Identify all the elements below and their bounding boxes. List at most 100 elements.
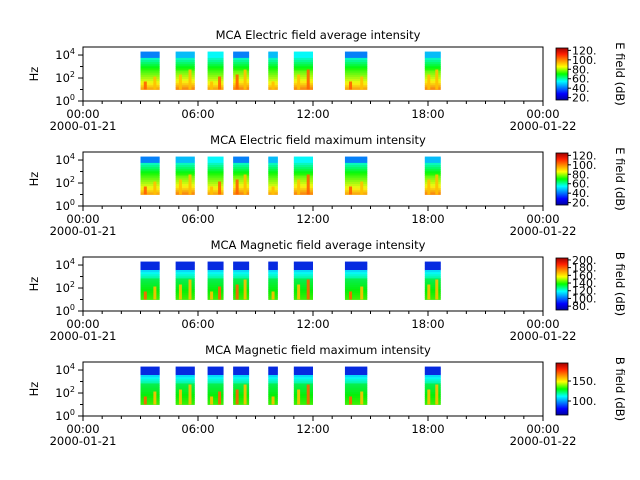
- spectrum-cell: [140, 280, 160, 284]
- spectrum-cell: [424, 398, 441, 401]
- spectrum-cell: [233, 188, 250, 191]
- data-block: [424, 156, 441, 195]
- spectrum-cell: [233, 276, 250, 279]
- spectrum-cell: [140, 263, 160, 267]
- spectrum-cell: [207, 85, 224, 88]
- spectrum-cell: [175, 385, 195, 389]
- spectrum-cell: [140, 274, 160, 277]
- spectrum-cell: [424, 387, 441, 391]
- spectrum-cell: [424, 53, 441, 57]
- spectrum-cell: [268, 385, 278, 389]
- y-tick-label: 100: [55, 303, 75, 318]
- spectrum-cell: [268, 70, 278, 74]
- spectrum-cell: [293, 87, 313, 90]
- spectrum-cell: [233, 368, 250, 372]
- panel-title: MCA Magnetic field maximum intensity: [205, 343, 431, 357]
- spectrum-cell: [175, 288, 195, 292]
- spectrum-cell: [344, 74, 368, 78]
- spectrum-cell: [344, 261, 368, 265]
- spectrum-cell: [424, 60, 441, 63]
- spectrum-cell: [424, 265, 441, 269]
- spectrum-cell: [233, 62, 250, 65]
- y-axis-label: Hz: [27, 382, 41, 397]
- spectrum-streak: [178, 284, 182, 300]
- spectrum-cell: [140, 393, 160, 397]
- spectrum-cell: [207, 368, 224, 372]
- spectrum-cell: [207, 72, 224, 76]
- spectrum-cell: [207, 295, 224, 298]
- spectrum-cell: [424, 372, 441, 376]
- x-tick-label: 12:00: [296, 212, 329, 226]
- spectrum-cell: [175, 379, 195, 382]
- spectrum-cell: [140, 179, 160, 183]
- y-tick-label: 104: [55, 152, 75, 167]
- spectrum-cell: [140, 370, 160, 374]
- y-axis-label: Hz: [27, 67, 41, 82]
- spectrum-cell: [344, 282, 368, 286]
- spectrum-cell: [175, 60, 195, 63]
- spectrum-cell: [268, 387, 278, 391]
- spectrum-cell: [140, 51, 160, 55]
- spectrum-cell: [344, 70, 368, 74]
- spectrum-cell: [207, 76, 224, 80]
- spectrum-cell: [293, 366, 313, 370]
- spectrum-cell: [344, 385, 368, 389]
- spectrum-streak: [210, 396, 214, 405]
- spectrum-cell: [424, 173, 441, 176]
- spectrum-cell: [344, 393, 368, 397]
- spectrum-cell: [344, 175, 368, 179]
- spectrum-cell: [293, 160, 313, 164]
- spectrum-cell: [344, 286, 368, 290]
- spectrum-cell: [233, 391, 250, 395]
- spectrum-cell: [268, 265, 278, 269]
- spectrum-cell: [140, 389, 160, 393]
- spectrum-cell: [344, 76, 368, 80]
- spectrum-cell: [175, 389, 195, 393]
- spectrum-cell: [268, 66, 278, 69]
- data-block: [207, 261, 224, 300]
- spectrum-streak: [143, 81, 147, 90]
- spectrum-cell: [424, 70, 441, 74]
- spectrum-streak: [188, 384, 192, 405]
- spectrum-cell: [233, 297, 250, 300]
- spectrum-cell: [344, 396, 368, 399]
- spectrum-cell: [140, 74, 160, 78]
- spectrum-cell: [293, 175, 313, 179]
- spectrum-cell: [175, 381, 195, 384]
- spectrum-cell: [424, 179, 441, 183]
- spectrum-cell: [268, 282, 278, 286]
- spectrum-cell: [293, 377, 313, 380]
- spectrum-cell: [233, 70, 250, 74]
- spectrum-cell: [175, 282, 195, 286]
- x-tick-label: 06:00: [181, 107, 214, 121]
- spectrum-cell: [268, 169, 278, 172]
- spectrum-cell: [140, 70, 160, 74]
- spectrum-cell: [293, 393, 313, 397]
- spectrum-cell: [424, 62, 441, 65]
- spectrum-cell: [175, 81, 195, 84]
- spectrum-cell: [424, 267, 441, 271]
- spectrum-cell: [268, 381, 278, 384]
- spectrum-cell: [268, 53, 278, 57]
- spectrum-streak: [306, 174, 310, 195]
- spectrum-cell: [233, 400, 250, 403]
- spectrum-cell: [140, 297, 160, 300]
- spectrum-cell: [207, 379, 224, 382]
- x-tick-label: 12:00: [296, 107, 329, 121]
- spectrum-cell: [293, 383, 313, 386]
- spectrum-cell: [175, 265, 195, 269]
- spectrum-cell: [424, 272, 441, 275]
- spectrum-cell: [268, 368, 278, 372]
- colorbar-tick-label: 100.: [572, 54, 597, 67]
- spectrum-cell: [293, 402, 313, 405]
- spectrum-cell: [344, 188, 368, 191]
- spectrum-cell: [268, 156, 278, 160]
- spectrum-cell: [268, 278, 278, 281]
- spectrum-cell: [233, 60, 250, 63]
- spectrum-cell: [268, 391, 278, 395]
- spectrum-cell: [424, 87, 441, 90]
- spectrum-cell: [175, 391, 195, 395]
- spectrum-cell: [233, 377, 250, 380]
- spectrum-cell: [207, 274, 224, 277]
